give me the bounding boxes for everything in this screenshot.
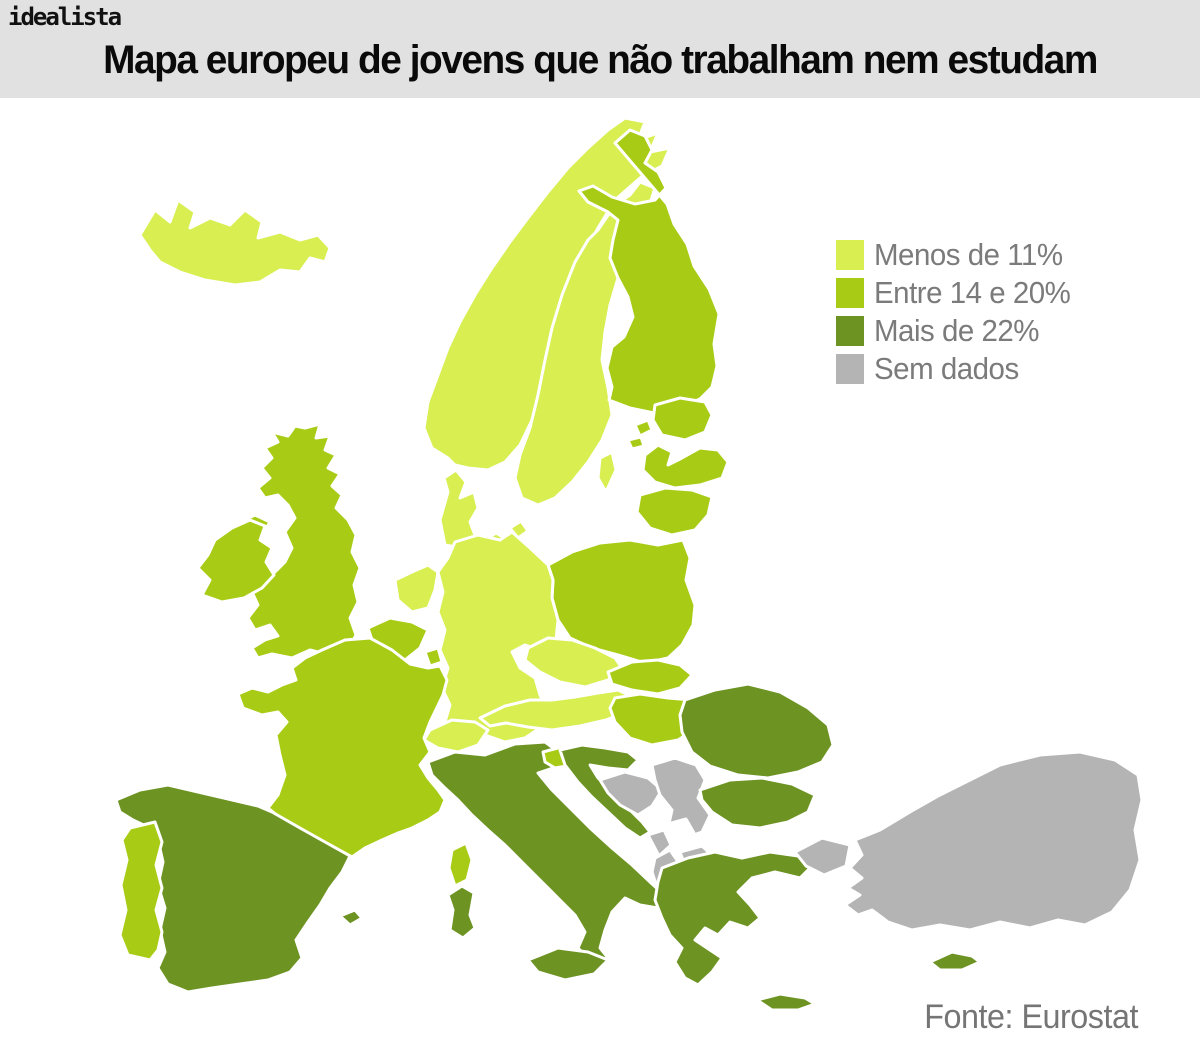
country-bosnia-herzegovina — [598, 770, 664, 817]
country-crete — [755, 992, 817, 1012]
country-united-kingdom — [246, 422, 362, 660]
country-turkey — [793, 750, 1144, 932]
country-corsica — [447, 841, 474, 888]
country-montenegro — [646, 828, 673, 858]
legend-label: Mais de 22% — [874, 313, 1040, 348]
country-bulgaria — [698, 776, 817, 830]
country-greece — [653, 850, 814, 987]
country-iceland — [138, 198, 332, 287]
country-romania — [678, 682, 835, 780]
country-estonia — [626, 396, 714, 451]
legend-item: Menos de 11% — [836, 236, 1081, 274]
legend-swatch-entre-14-e-20 — [836, 278, 864, 308]
idealista-logo: idealista — [8, 3, 122, 31]
legend-item: Mais de 22% — [836, 312, 1081, 350]
header-band: idealista Mapa europeu de jovens que não… — [0, 0, 1200, 98]
country-cyprus — [928, 950, 982, 972]
country-finland — [577, 128, 721, 415]
country-serbia — [650, 756, 712, 840]
legend: Menos de 11% Entre 14 e 20% Mais de 22% … — [836, 236, 1081, 388]
country-poland — [546, 538, 697, 665]
country-spain — [114, 783, 352, 994]
legend-swatch-sem-dados — [836, 354, 864, 384]
source-credit: Fonte: Eurostat — [924, 998, 1138, 1036]
country-sardinia — [446, 884, 477, 940]
legend-label: Menos de 11% — [874, 237, 1063, 272]
country-gotland — [596, 450, 618, 494]
country-netherlands — [393, 563, 440, 614]
country-portugal — [118, 820, 164, 962]
country-slovakia — [606, 658, 694, 696]
legend-swatch-mais-de-22 — [836, 316, 864, 346]
country-ireland — [196, 518, 276, 604]
country-switzerland — [422, 718, 490, 754]
legend-label: Sem dados — [874, 351, 1019, 386]
country-sicily — [526, 946, 610, 982]
country-balearic-islands — [338, 908, 364, 927]
country-lithuania — [635, 486, 714, 537]
country-latvia — [641, 443, 730, 490]
country-france — [236, 636, 449, 859]
legend-item: Entre 14 e 20% — [836, 274, 1081, 312]
legend-label: Entre 14 e 20% — [874, 275, 1071, 310]
country-luxembourg — [423, 646, 444, 668]
legend-item: Sem dados — [836, 350, 1081, 388]
page-title: Mapa europeu de jovens que não trabalham… — [103, 38, 1098, 82]
legend-swatch-menos-de-11 — [836, 240, 864, 270]
